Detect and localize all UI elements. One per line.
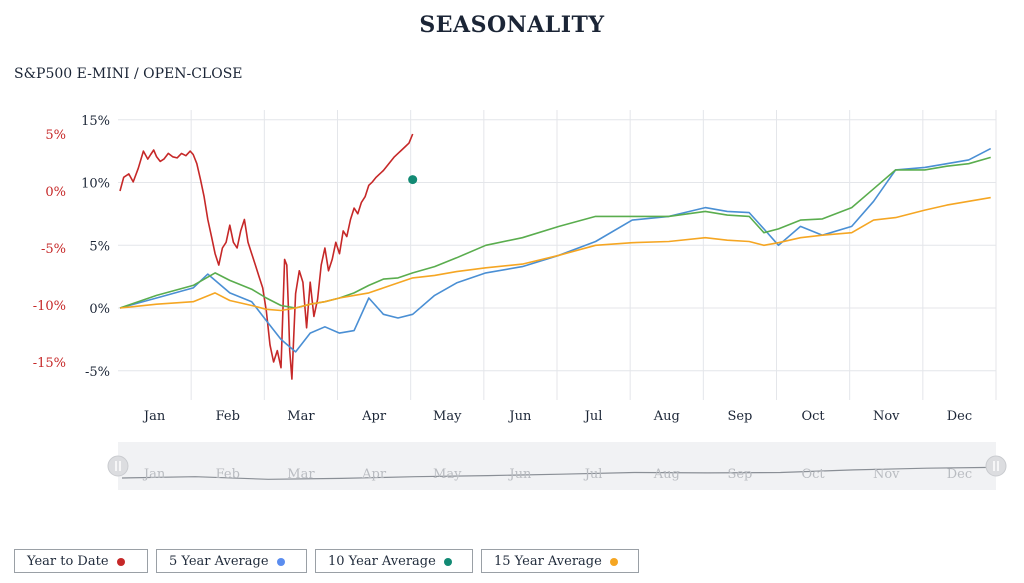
navigator-tick-label: Oct	[801, 467, 825, 482]
right-axis-tick-label: 15%	[81, 114, 110, 129]
series-line-10-year-average	[119, 156, 991, 309]
left-axis-tick-label: -15%	[33, 356, 66, 371]
legend-item-year-to-date[interactable]: Year to Date	[14, 549, 148, 573]
legend-item-10-year-average[interactable]: 10 Year Average	[315, 549, 473, 573]
navigator-tick-label: Aug	[653, 467, 680, 482]
navigator-tick-label: Dec	[947, 467, 972, 482]
navigator-tick-label: Jun	[507, 467, 532, 482]
x-axis-tick-label: May	[433, 409, 462, 424]
navigator-series-line	[121, 466, 993, 480]
navigator-tick-label: Feb	[216, 467, 240, 482]
series-line-year-to-date	[119, 133, 414, 380]
legend-dot-icon	[609, 557, 618, 566]
left-axis-tick-label: -5%	[41, 242, 66, 257]
legend-item-5-year-average[interactable]: 5 Year Average	[156, 549, 307, 573]
chart-subtitle: S&P500 E-MINI / OPEN-CLOSE	[14, 66, 243, 82]
navigator-right-handle[interactable]	[985, 455, 1007, 477]
legend-label: 10 Year Average	[328, 554, 436, 569]
x-axis-tick-label: Apr	[361, 409, 387, 424]
x-axis-tick-label: Nov	[873, 409, 900, 424]
left-axis-tick-label: 0%	[45, 185, 66, 200]
chart-title: SEASONALITY	[419, 12, 605, 38]
navigator-tick-label: Jan	[142, 467, 166, 482]
navigator-tick-label: Sep	[727, 467, 752, 482]
x-axis-tick-label: Jul	[583, 409, 603, 424]
x-axis-tick-label: Feb	[216, 409, 240, 424]
x-axis-tick-label: Jun	[507, 409, 532, 424]
navigator-band	[118, 442, 996, 490]
right-axis-tick-label: 0%	[89, 302, 110, 317]
series-line-5-year-average	[119, 147, 992, 353]
current-value-marker	[408, 175, 418, 185]
navigator-tick-label: Mar	[287, 467, 315, 482]
legend-label: 5 Year Average	[169, 554, 269, 569]
right-axis-tick-label: -5%	[85, 365, 110, 380]
x-axis-tick-label: Mar	[287, 409, 315, 424]
navigator-tick-label: May	[433, 467, 462, 482]
navigator-tick-label: Jul	[583, 467, 603, 482]
legend-label: 15 Year Average	[494, 554, 602, 569]
legend-dot-icon	[443, 557, 452, 566]
x-axis-tick-label: Aug	[653, 409, 680, 424]
right-axis-tick-label: 10%	[81, 177, 110, 192]
x-axis-tick-label: Jan	[142, 409, 166, 424]
navigator-tick-label: Nov	[873, 467, 900, 482]
series-line-15-year-average	[119, 196, 991, 312]
legend-dot-icon	[276, 557, 285, 566]
left-axis-tick-label: 5%	[45, 128, 66, 143]
navigator-left-handle[interactable]	[107, 455, 129, 477]
right-axis-tick-label: 5%	[89, 239, 110, 254]
legend-label: Year to Date	[27, 554, 109, 569]
legend-item-15-year-average[interactable]: 15 Year Average	[481, 549, 639, 573]
x-axis-tick-label: Sep	[727, 409, 752, 424]
x-axis-tick-label: Dec	[947, 409, 972, 424]
navigator-tick-label: Apr	[361, 467, 387, 482]
x-axis-tick-label: Oct	[801, 409, 825, 424]
left-axis-tick-label: -10%	[33, 299, 66, 314]
legend-dot-icon	[116, 557, 125, 566]
